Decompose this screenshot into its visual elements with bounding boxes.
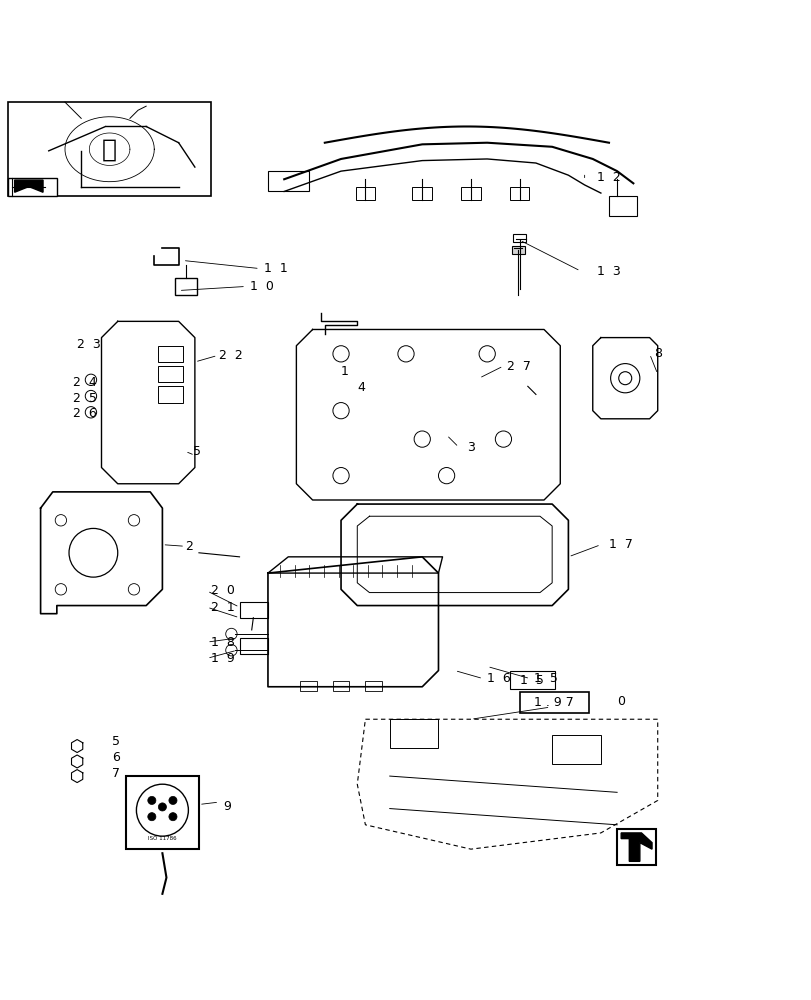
Bar	[8, 178, 57, 196]
Text: 🚜: 🚜	[102, 137, 117, 161]
Text: 2  0: 2 0	[211, 584, 234, 597]
Bar	[412, 187, 431, 200]
Bar	[268, 171, 308, 191]
Bar	[509, 187, 529, 200]
Circle shape	[158, 803, 166, 811]
Bar	[608, 196, 637, 216]
Bar	[513, 234, 526, 242]
Bar	[8, 102, 211, 196]
Bar	[355, 187, 375, 200]
Bar	[616, 829, 655, 865]
Text: 1  1: 1 1	[264, 262, 287, 275]
Text: 2  6: 2 6	[73, 407, 97, 420]
Polygon shape	[15, 180, 43, 192]
Circle shape	[169, 813, 177, 821]
Text: 7: 7	[112, 767, 120, 780]
Text: 5: 5	[112, 735, 120, 748]
Text: 1  5: 1 5	[520, 674, 543, 687]
Bar	[461, 187, 480, 200]
Text: 1  7: 1 7	[608, 538, 632, 551]
Text: 1  0: 1 0	[250, 280, 273, 293]
Polygon shape	[620, 833, 651, 861]
Bar	[158, 366, 182, 382]
Bar	[239, 601, 268, 618]
Circle shape	[148, 813, 156, 821]
Text: 1  2: 1 2	[596, 171, 620, 184]
Text: 2  1: 2 1	[211, 601, 234, 614]
Text: 0: 0	[616, 695, 624, 708]
Text: 1  5: 1 5	[534, 672, 557, 685]
Text: ISO 11786: ISO 11786	[148, 836, 177, 841]
Bar	[511, 246, 524, 254]
Bar	[551, 735, 600, 764]
Text: 2  7: 2 7	[507, 360, 530, 373]
Text: 2: 2	[185, 540, 193, 553]
Bar	[239, 638, 268, 654]
Text: 1  3: 1 3	[596, 265, 620, 278]
Text: 5: 5	[193, 445, 201, 458]
Text: 1: 1	[341, 365, 349, 378]
Bar	[174, 278, 197, 295]
Bar	[389, 719, 438, 748]
Bar	[300, 681, 316, 691]
Text: 8: 8	[653, 347, 661, 360]
Bar	[365, 681, 381, 691]
Text: 1  8: 1 8	[211, 636, 234, 649]
Bar	[333, 681, 349, 691]
Text: 2  5: 2 5	[73, 392, 97, 405]
Bar	[519, 692, 588, 713]
Bar	[126, 776, 199, 849]
Text: 9: 9	[223, 800, 231, 813]
Text: 1 . 9 7: 1 . 9 7	[534, 696, 573, 709]
Text: 1  9: 1 9	[211, 652, 234, 665]
Bar	[158, 386, 182, 403]
Bar	[509, 671, 554, 689]
Text: 2  4: 2 4	[73, 376, 97, 389]
Text: 2  2: 2 2	[219, 349, 242, 362]
Text: 3: 3	[466, 441, 474, 454]
Text: 2  3: 2 3	[77, 338, 101, 351]
Circle shape	[148, 796, 156, 804]
Text: 6: 6	[112, 751, 120, 764]
Text: 4: 4	[357, 381, 365, 394]
Text: 1  6: 1 6	[487, 672, 510, 685]
Bar	[158, 346, 182, 362]
Circle shape	[169, 796, 177, 804]
